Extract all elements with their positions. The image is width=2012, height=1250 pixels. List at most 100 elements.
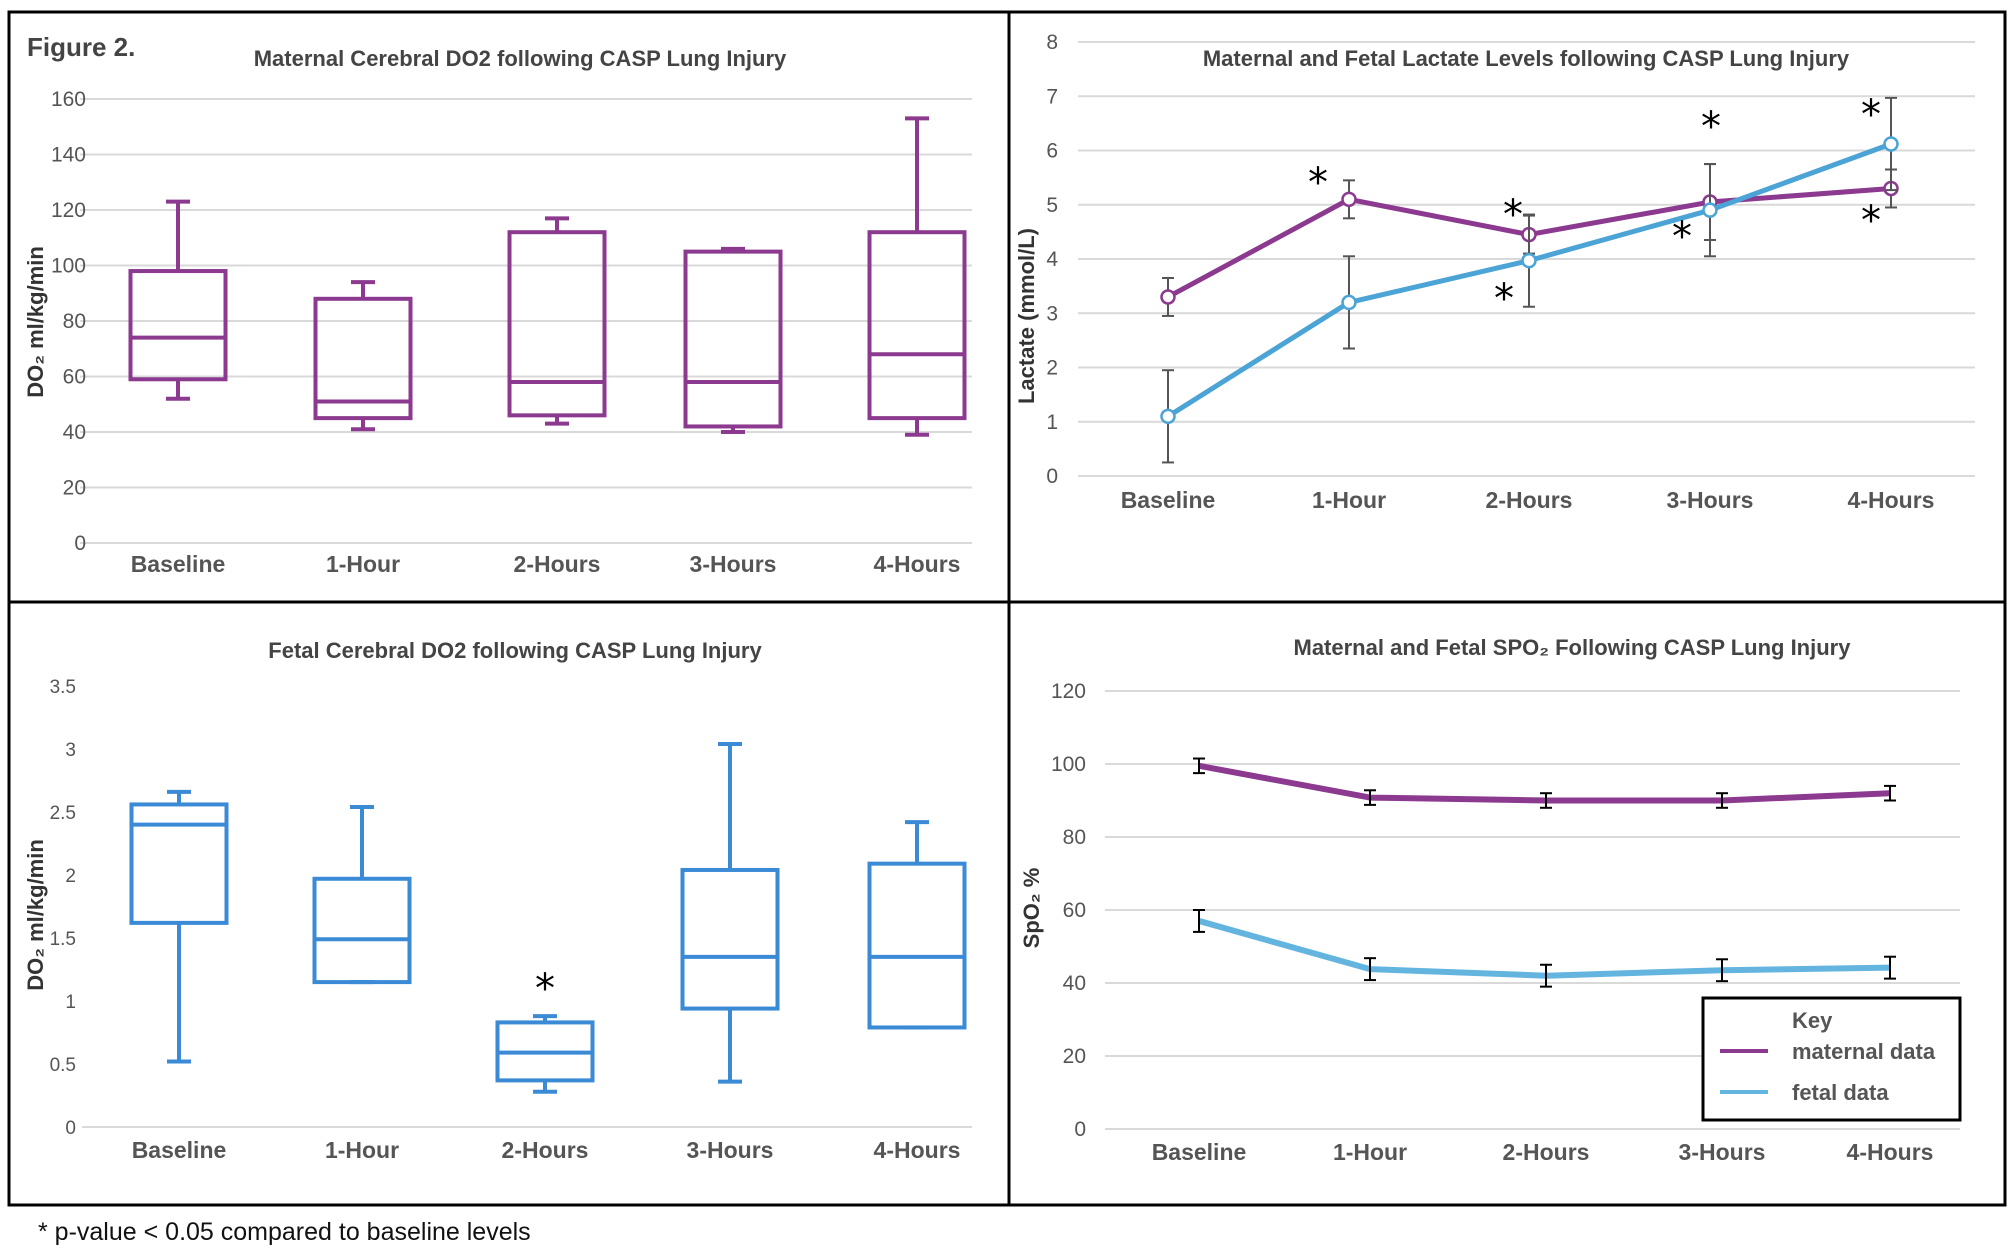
y-tick-label: 6 [1046, 140, 1058, 163]
y-tick-label: 120 [1051, 680, 1086, 703]
x-tick-label: 4-Hours [874, 551, 961, 577]
series-0 [1193, 757, 1896, 809]
x-tick-label: 2-Hours [1503, 1139, 1590, 1165]
box-2-Hours [495, 1014, 595, 1094]
y-tick-label: 2 [1046, 357, 1058, 380]
y-tick-label: 40 [63, 421, 86, 444]
box-iqr [680, 867, 780, 1011]
x-tick-label: Baseline [1152, 1139, 1247, 1165]
x-tick-label: 4-Hours [1848, 487, 1935, 513]
legend-box [1701, 996, 1962, 1122]
legend-label-maternal: maternal data [1792, 1039, 1936, 1064]
box-iqr [129, 802, 229, 925]
y-tick-label: 3 [1046, 302, 1058, 325]
x-tick-label: 2-Hours [514, 551, 601, 577]
x-tick-label: 1-Hour [326, 551, 400, 577]
y-axis-label: DO₂ ml/kg/min [23, 839, 48, 991]
panel-maternal-do2: Maternal Cerebral DO2 following CASP Lun… [23, 46, 972, 577]
panel-fetal-do2: Fetal Cerebral DO2 following CASP Lung I… [23, 638, 972, 1163]
legend-title: Key [1792, 1008, 1833, 1033]
y-tick-label: 140 [51, 144, 86, 167]
significance-marker: * [535, 966, 555, 1012]
y-tick-label: 80 [63, 310, 86, 333]
series-1 [1193, 909, 1896, 988]
box-1-Hour [313, 280, 413, 432]
chart-title: Maternal and Fetal SPO₂ Following CASP L… [1294, 635, 1852, 660]
x-tick-label: Baseline [132, 1137, 227, 1163]
data-point [1341, 294, 1357, 311]
box-3-Hours [683, 246, 783, 434]
significance-marker: * [1672, 214, 1692, 260]
y-tick-label: 20 [1063, 1045, 1086, 1068]
box-iqr [867, 861, 967, 1030]
box-4-Hours [867, 116, 967, 437]
panel-frame-bottom-right [1007, 600, 2007, 1207]
y-tick-label: 100 [1051, 753, 1086, 776]
box-1-Hour [312, 804, 412, 985]
legend-label-fetal: fetal data [1792, 1080, 1889, 1105]
significance-marker: * [1494, 276, 1514, 322]
legend: Key maternal data fetal data [1701, 996, 1962, 1122]
x-tick-label: Baseline [1121, 487, 1216, 513]
y-tick-label: 120 [51, 199, 86, 222]
box-2-Hours [507, 216, 607, 426]
y-tick-label: 100 [51, 255, 86, 278]
x-tick-label: Baseline [131, 551, 226, 577]
y-tick-label: 3.5 [50, 677, 76, 698]
y-tick-label: 40 [1063, 972, 1086, 995]
y-tick-label: 1.5 [50, 929, 76, 950]
box-iqr [683, 249, 783, 429]
data-point [1521, 252, 1537, 269]
figure-label: Figure 2. [27, 32, 135, 62]
footnote: * p-value < 0.05 compared to baseline le… [38, 1218, 531, 1246]
box-3-Hours [680, 741, 780, 1084]
panel-spo2: Maternal and Fetal SPO₂ Following CASP L… [1019, 635, 1962, 1165]
panel-lactate: Maternal and Fetal Lactate Levels follow… [1014, 31, 1975, 513]
box-iqr [313, 296, 413, 421]
y-tick-label: 0 [1046, 465, 1058, 488]
y-axis-label: SpO₂ % [1019, 868, 1044, 949]
chart-title: Maternal and Fetal Lactate Levels follow… [1203, 46, 1850, 71]
y-tick-label: 160 [51, 88, 86, 111]
y-tick-label: 0 [1074, 1118, 1086, 1141]
box-iqr [507, 230, 607, 418]
x-tick-label: 4-Hours [874, 1137, 961, 1163]
box-iqr [128, 269, 228, 382]
y-tick-label: 0 [65, 1118, 76, 1139]
x-tick-label: 1-Hour [1333, 1139, 1407, 1165]
y-tick-label: 8 [1046, 31, 1058, 54]
x-tick-label: 2-Hours [1486, 487, 1573, 513]
y-tick-label: 1 [1046, 411, 1058, 434]
y-tick-label: 80 [1063, 826, 1086, 849]
y-tick-label: 3 [65, 740, 76, 761]
box-4-Hours [867, 820, 967, 1030]
box-Baseline [128, 199, 228, 401]
x-tick-label: 3-Hours [690, 551, 777, 577]
y-tick-label: 2 [65, 866, 76, 887]
y-tick-label: 7 [1046, 85, 1058, 108]
y-tick-label: 20 [63, 477, 86, 500]
data-point [1702, 202, 1718, 218]
data-point [1341, 191, 1357, 208]
box-iqr [867, 230, 967, 421]
x-tick-label: 3-Hours [1679, 1139, 1766, 1165]
x-tick-label: 3-Hours [1667, 487, 1754, 513]
box-iqr [312, 876, 412, 985]
data-point [1160, 289, 1176, 305]
x-tick-label: 4-Hours [1847, 1139, 1934, 1165]
x-tick-label: 2-Hours [502, 1137, 589, 1163]
y-tick-label: 5 [1046, 194, 1058, 217]
significance-marker: * [1503, 192, 1523, 238]
series-1 [1160, 96, 1899, 464]
data-point [1883, 136, 1899, 152]
y-tick-label: 60 [1063, 899, 1086, 922]
chart-title: Maternal Cerebral DO2 following CASP Lun… [254, 46, 787, 71]
y-tick-label: 0.5 [50, 1055, 76, 1076]
significance-marker: * [1861, 198, 1881, 244]
y-tick-label: 4 [1046, 248, 1058, 271]
significance-marker: * [1308, 160, 1328, 206]
significance-marker: * [1861, 92, 1881, 138]
y-axis-label: DO₂ ml/kg/min [23, 246, 48, 398]
significance-marker: * [1701, 104, 1721, 150]
